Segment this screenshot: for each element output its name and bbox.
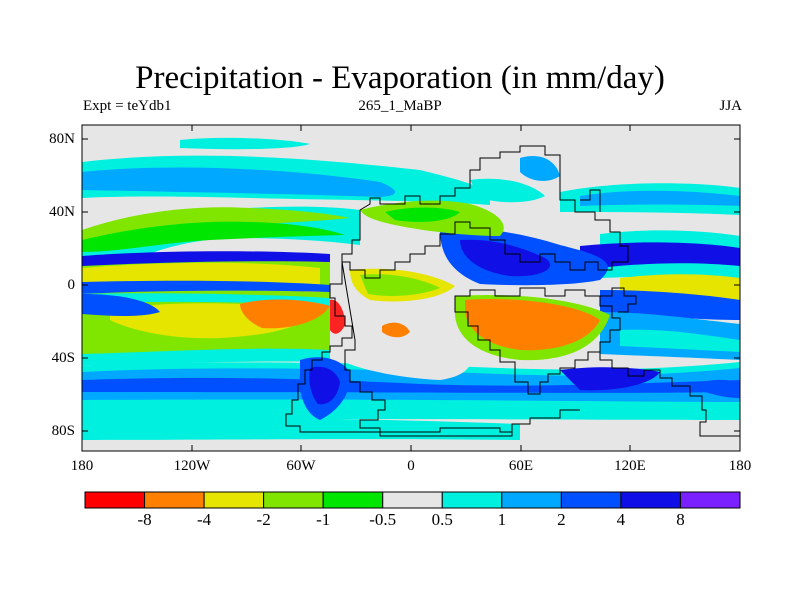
colorbar-label: 0.5	[431, 510, 453, 529]
lat-label-80n: 80N	[49, 131, 75, 147]
lon-label-60e: 60E	[508, 458, 534, 474]
field-shading	[82, 125, 740, 451]
lat-label-40n: 40N	[49, 204, 75, 220]
colorbar-box	[679, 491, 741, 509]
lat-label-40s: 40S	[51, 350, 75, 366]
colorbar-box	[144, 491, 205, 509]
colorbar-box	[501, 491, 562, 509]
lon-label-60w: 60W	[286, 458, 316, 474]
colorbar-label: -4	[196, 510, 212, 529]
lon-label-180w: 180	[70, 458, 94, 474]
colorbar	[84, 491, 741, 509]
season-label: JJA	[719, 98, 742, 114]
colorbar-box	[620, 491, 681, 509]
lon-label-0: 0	[407, 458, 415, 474]
colorbar-box	[203, 491, 265, 509]
colorbar-label: -1	[316, 510, 331, 529]
colorbar-box	[560, 491, 622, 509]
colorbar-label: 2	[557, 510, 566, 529]
colorbar-label: -2	[256, 510, 271, 529]
colorbar-box	[382, 491, 443, 509]
time-label: 265_1_MaBP	[358, 98, 442, 114]
lat-label-80s: 80S	[51, 423, 75, 439]
lat-label-0: 0	[67, 277, 76, 293]
coastline	[285, 145, 740, 437]
plot-title: Precipitation - Evaporation (in mm/day)	[135, 60, 665, 96]
colorbar-label: 4	[616, 510, 626, 529]
colorbar-box	[441, 491, 503, 509]
plot-frame	[81, 124, 741, 452]
lon-label-120w: 120W	[173, 458, 211, 474]
colorbar-box	[263, 491, 324, 509]
colorbar-label: -8	[137, 510, 152, 529]
lon-label-120e: 120E	[614, 458, 646, 474]
colorbar-box	[322, 491, 384, 509]
colorbar-label: 1	[497, 510, 507, 529]
lon-label-180e: 180	[728, 458, 752, 474]
colorbar-label: 8	[676, 510, 685, 529]
colorbar-label: -0.5	[369, 510, 397, 529]
colorbar-box	[84, 491, 146, 509]
experiment-label: Expt = teYdb1	[83, 98, 172, 114]
